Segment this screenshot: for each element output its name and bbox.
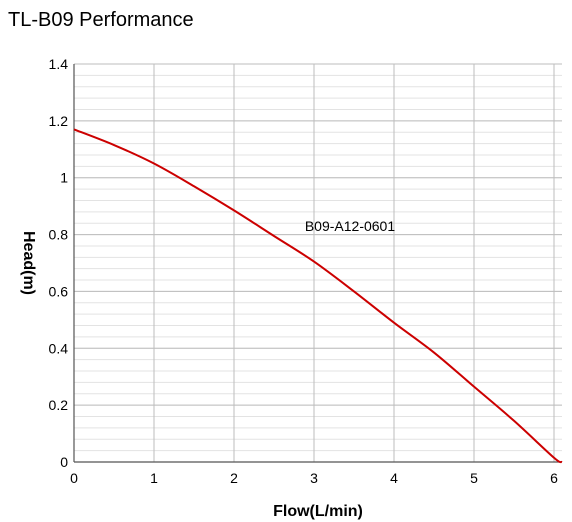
annotation-layer: B09-A12-0601 bbox=[305, 218, 396, 234]
y-tick-label: 0.6 bbox=[49, 283, 69, 299]
y-tick-label: 0.4 bbox=[49, 340, 69, 356]
x-tick-label: 3 bbox=[310, 470, 318, 486]
x-tick-label: 4 bbox=[390, 470, 398, 486]
y-tick-labels: 0 0.2 0.4 0.6 0.8 1 1.2 1.4 bbox=[49, 56, 69, 470]
series-layer bbox=[73, 128, 563, 464]
x-tick-labels: 0 1 2 3 4 5 6 bbox=[70, 470, 558, 486]
y-tick-label: 1.2 bbox=[49, 113, 69, 129]
series-line bbox=[73, 128, 563, 464]
x-tick-label: 0 bbox=[70, 470, 78, 486]
x-tick-label: 2 bbox=[230, 470, 238, 486]
curve-annotation: B09-A12-0601 bbox=[305, 218, 396, 234]
y-axis-label: Head(m) bbox=[20, 231, 37, 295]
plot-background bbox=[74, 64, 562, 462]
x-tick-label: 6 bbox=[550, 470, 558, 486]
x-tick-label: 5 bbox=[470, 470, 478, 486]
y-tick-label: 0 bbox=[60, 454, 68, 470]
y-tick-label: 0.2 bbox=[49, 397, 69, 413]
chart-title: TL-B09 Performance bbox=[8, 9, 194, 31]
y-tick-label: 0.8 bbox=[49, 227, 69, 243]
y-tick-label: 1 bbox=[60, 170, 68, 186]
x-tick-label: 1 bbox=[150, 470, 158, 486]
y-tick-label: 1.4 bbox=[49, 56, 69, 72]
x-axis-label: Flow(L/min) bbox=[273, 503, 363, 520]
major-gridlines bbox=[73, 63, 562, 463]
plot-area bbox=[74, 64, 562, 462]
